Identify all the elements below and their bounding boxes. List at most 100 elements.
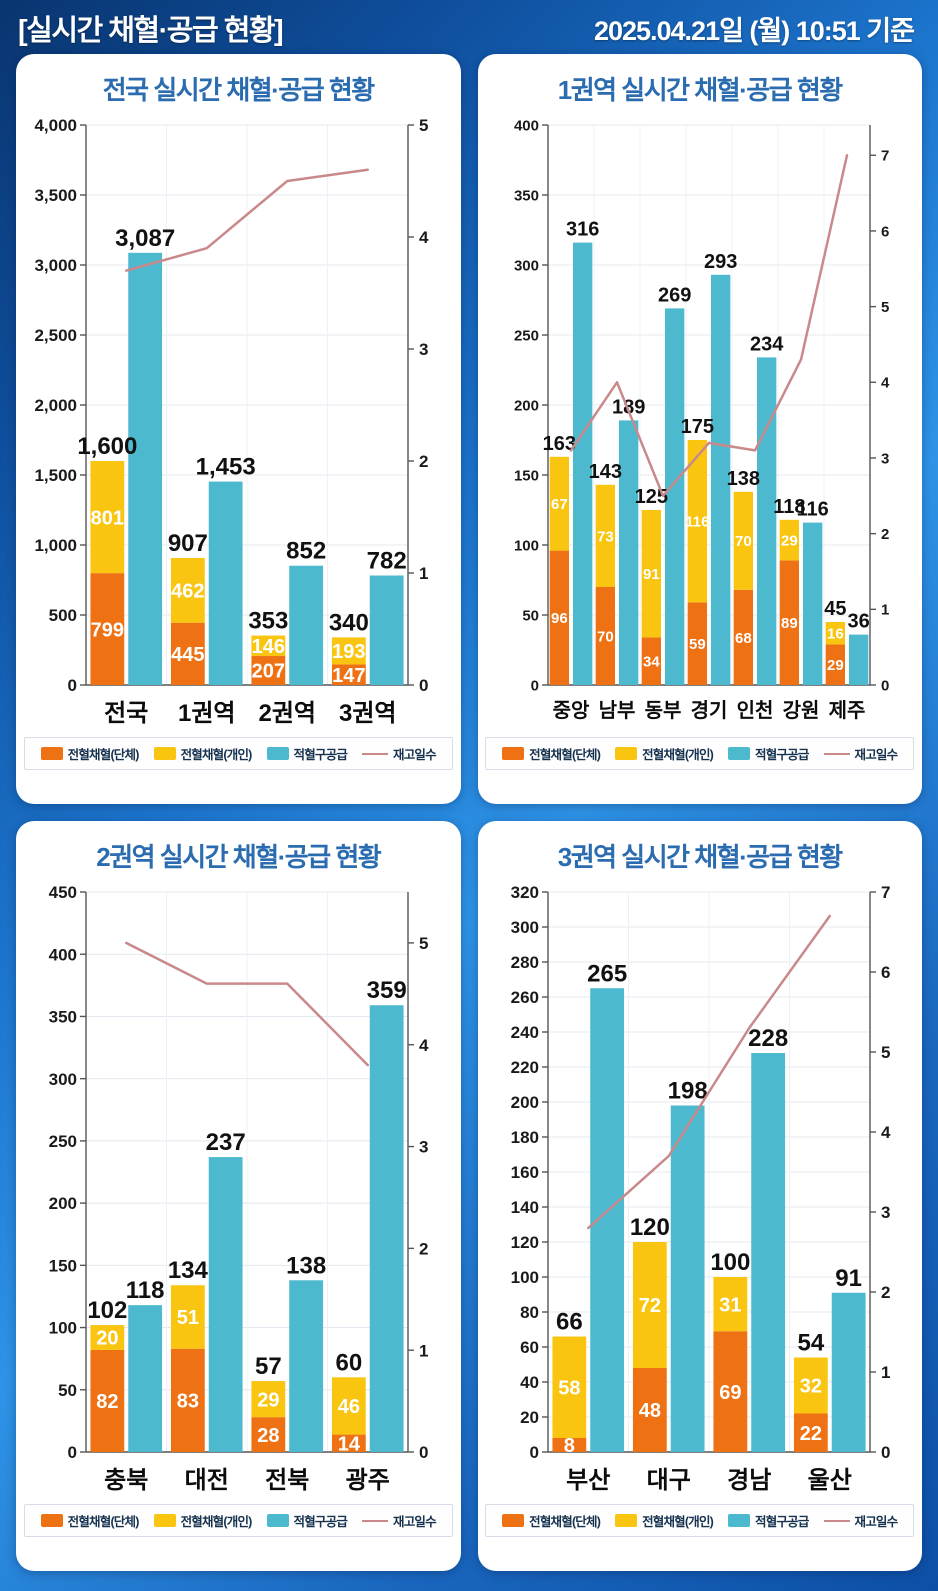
bar-rbc-supply bbox=[128, 252, 163, 685]
segment-value-label: 70 bbox=[735, 533, 752, 550]
left-axis-tick-label: 250 bbox=[49, 1132, 77, 1151]
bar-segment-group-collection bbox=[793, 1413, 828, 1452]
left-axis-tick-label: 0 bbox=[68, 1443, 77, 1462]
segment-value-label: 82 bbox=[96, 1391, 118, 1413]
stock-days-trend-line bbox=[586, 914, 831, 1230]
supply-value-label: 3,087 bbox=[115, 225, 175, 252]
legend-item-label: 전혈채혈(단체) bbox=[67, 748, 140, 762]
bars bbox=[549, 242, 869, 685]
stack-total-label: 143 bbox=[588, 461, 621, 483]
right-axis-tick-label: 7 bbox=[881, 883, 890, 902]
left-axis-tick-label: 260 bbox=[510, 988, 538, 1007]
legend-item-label: 재고일수 bbox=[393, 1515, 437, 1529]
chart-svg: 0 500 1,000 1,500 2,000 2,500 3,000 3,500 4,000 0… bbox=[35, 116, 430, 727]
legend-item: 적혈구공급 bbox=[266, 1511, 348, 1530]
bar-rbc-supply bbox=[670, 1105, 705, 1452]
category-label: 경남 bbox=[727, 1467, 771, 1494]
legend-item-label: 적혈구공급 bbox=[293, 748, 348, 762]
stack-total-label: 175 bbox=[680, 416, 713, 438]
left-axis-tick-label: 50 bbox=[522, 607, 539, 624]
stack-total-label: 1,600 bbox=[78, 433, 138, 460]
chart-legend: 전혈채혈(단체) 전혈채혈(개인) 적혈구공급 재고일수 bbox=[485, 737, 915, 770]
segment-value-label: 48 bbox=[638, 1400, 660, 1422]
left-axis-tick-label: 60 bbox=[520, 1338, 539, 1357]
legend-item-label: 재고일수 bbox=[854, 748, 899, 762]
chart-panel-region3: 3권역 실시간 채혈·공급 현황 0 20 40 60 80 100 120 140 160 18… bbox=[477, 821, 922, 1571]
bar-segment-individual-collection bbox=[251, 1381, 286, 1418]
stack-total-label: 163 bbox=[542, 433, 575, 455]
segment-value-label: 8 bbox=[564, 1435, 575, 1457]
chart-legend: 전혈채혈(단체) 전혈채혈(개인) 적혈구공급 재고일수 bbox=[23, 737, 453, 770]
right-axis-tick-label: 2 bbox=[881, 1283, 890, 1302]
legend-item: 적혈구공급 bbox=[728, 744, 809, 763]
right-axis-tick-label: 5 bbox=[881, 299, 889, 316]
left-axis-tick-label: 200 bbox=[514, 397, 539, 414]
left-axis-tick-label: 40 bbox=[520, 1373, 539, 1392]
legend-item-label: 적혈구공급 bbox=[755, 748, 809, 762]
stock-days-trend-line bbox=[569, 154, 848, 498]
bar-segment-group-collection bbox=[332, 664, 366, 685]
bar-segment-group-collection bbox=[332, 1434, 366, 1452]
legend-color-swatch-icon bbox=[615, 1514, 638, 1527]
bar-rbc-supply bbox=[618, 420, 639, 685]
category-label: 광주 bbox=[346, 1467, 390, 1494]
category-label: 전북 bbox=[265, 1467, 309, 1494]
legend-line-swatch-icon bbox=[362, 752, 389, 755]
right-axis-tick-label: 7 bbox=[881, 148, 889, 165]
bar-segment-individual-collection bbox=[171, 1285, 205, 1349]
segment-value-label: 69 bbox=[719, 1382, 741, 1404]
chart-panel-national: 전국 실시간 채혈·공급 현황 0 500 1,000 1,500 2,000 2,500… bbox=[16, 54, 461, 804]
segment-value-label: 28 bbox=[257, 1425, 279, 1447]
legend-item-label: 재고일수 bbox=[854, 1515, 899, 1529]
bar-segment-individual-collection bbox=[171, 558, 205, 623]
left-axis-tick-label: 300 bbox=[514, 257, 539, 274]
bars bbox=[90, 252, 404, 685]
left-axis-tick-label: 1,000 bbox=[35, 536, 78, 555]
category-label: 3권역 bbox=[339, 700, 397, 727]
bar-segment-individual-collection bbox=[779, 519, 799, 561]
left-axis-tick-label: 0 bbox=[530, 677, 538, 694]
left-axis-tick-label: 120 bbox=[510, 1233, 538, 1252]
legend-item: 재고일수 bbox=[823, 744, 899, 763]
right-axis-tick-label: 0 bbox=[881, 1443, 890, 1462]
left-axis-tick-label: 180 bbox=[510, 1128, 538, 1147]
stack-total-label: 45 bbox=[824, 598, 846, 620]
legend-item-label: 전혈채혈(단체) bbox=[529, 748, 601, 762]
bar-segment-individual-collection bbox=[251, 635, 286, 657]
legend-item-label: 전혈채혈(개인) bbox=[180, 748, 253, 762]
left-axis-tick-label: 350 bbox=[49, 1008, 77, 1027]
supply-value-label: 228 bbox=[748, 1025, 788, 1052]
segment-value-label: 22 bbox=[799, 1423, 821, 1445]
legend-color-swatch-icon bbox=[153, 1514, 176, 1527]
stack-total-label: 353 bbox=[249, 608, 289, 635]
legend-line-swatch-icon bbox=[823, 752, 850, 755]
category-label: 대전 bbox=[185, 1467, 229, 1494]
bar-rbc-supply bbox=[802, 522, 823, 685]
supply-value-label: 91 bbox=[835, 1265, 862, 1292]
bar-rbc-supply bbox=[572, 242, 593, 685]
bar-rbc-supply bbox=[370, 575, 404, 685]
category-label: 전국 bbox=[104, 700, 148, 727]
chart-svg: 0 50 100 150 200 250 300 350 400 450 0 1 2 3 4 5 82 20 102… bbox=[49, 883, 429, 1494]
supply-value-label: 116 bbox=[796, 499, 828, 521]
legend-item: 전혈채혈(개인) bbox=[153, 1511, 252, 1530]
right-axis-tick-label: 3 bbox=[881, 1203, 890, 1222]
bar-segment-individual-collection bbox=[641, 510, 661, 638]
legend-item-label: 전혈채혈(단체) bbox=[529, 1515, 601, 1529]
right-axis-tick-label: 0 bbox=[419, 676, 428, 695]
chart-canvas-region2: 0 50 100 150 200 250 300 350 400 450 0 1 2 3 4 5 82 20 102… bbox=[22, 874, 454, 1504]
segment-value-label: 146 bbox=[252, 636, 285, 658]
segment-value-label: 89 bbox=[781, 615, 798, 632]
supply-value-label: 1,453 bbox=[196, 454, 256, 481]
bar-rbc-supply bbox=[128, 1305, 163, 1452]
segment-value-label: 14 bbox=[338, 1433, 361, 1455]
supply-value-label: 118 bbox=[126, 1277, 165, 1304]
segment-value-label: 32 bbox=[799, 1376, 821, 1398]
bar-segment-group-collection bbox=[251, 1417, 286, 1452]
segment-value-label: 207 bbox=[252, 661, 285, 683]
left-axis-tick-label: 250 bbox=[514, 327, 539, 344]
segment-value-label: 801 bbox=[91, 507, 124, 529]
bar-segment-group-collection bbox=[171, 622, 205, 685]
bar-segment-group-collection bbox=[779, 560, 799, 685]
